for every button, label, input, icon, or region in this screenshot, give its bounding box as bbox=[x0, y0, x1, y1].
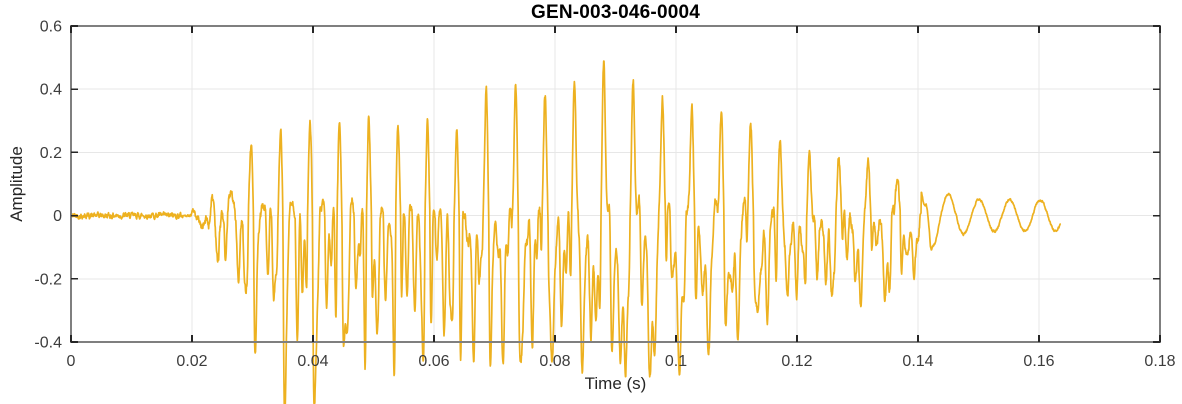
x-tick-label: 0 bbox=[67, 353, 76, 370]
x-tick-label: 0.12 bbox=[781, 353, 812, 370]
y-tick-label: 0 bbox=[53, 208, 62, 225]
x-tick-label: 0.16 bbox=[1023, 353, 1054, 370]
x-tick-label: 0.14 bbox=[902, 353, 933, 370]
y-axis-label: Amplitude bbox=[7, 146, 26, 222]
chart-title: GEN-003-046-0004 bbox=[530, 2, 701, 23]
waveform-line bbox=[70, 60, 1062, 404]
x-tick-label: 0.02 bbox=[176, 353, 207, 370]
y-tick-label: 0.2 bbox=[40, 145, 62, 162]
x-tick-label: 0.08 bbox=[539, 353, 570, 370]
y-tick-label: 0.6 bbox=[40, 19, 62, 36]
x-tick-label: 0.06 bbox=[418, 353, 449, 370]
x-axis-label: Time (s) bbox=[584, 374, 647, 393]
y-tick-label: -0.2 bbox=[34, 271, 62, 288]
x-tick-label: 0.04 bbox=[297, 353, 328, 370]
x-tick-label: 0.1 bbox=[665, 353, 687, 370]
y-tick-label: 0.4 bbox=[40, 82, 62, 99]
axis-frame bbox=[70, 25, 1161, 343]
x-tick-label: 0.18 bbox=[1144, 353, 1175, 370]
y-tick-label: -0.4 bbox=[34, 335, 62, 352]
